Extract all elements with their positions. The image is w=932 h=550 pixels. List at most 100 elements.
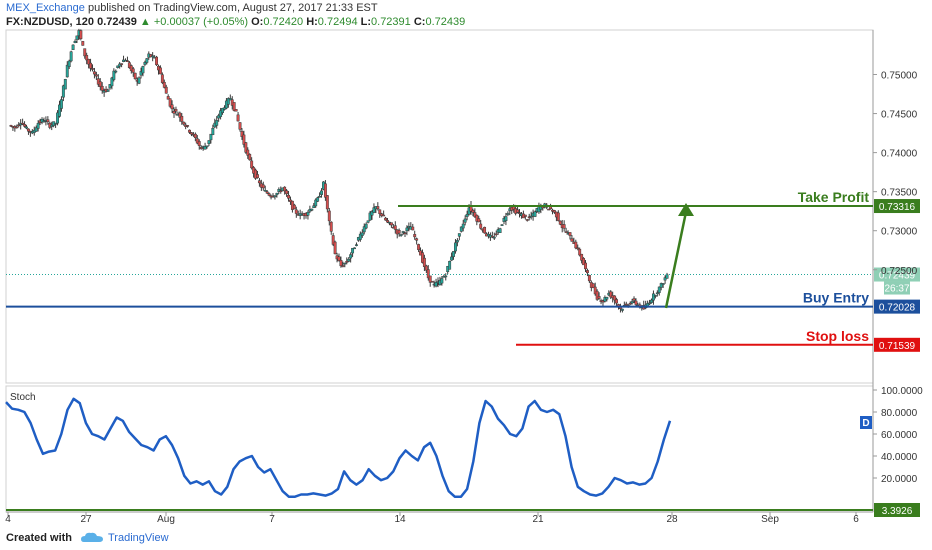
candle-body xyxy=(155,56,158,66)
candle-body xyxy=(244,142,248,153)
candle-body xyxy=(333,241,337,255)
candle-body xyxy=(170,104,174,110)
candle-body xyxy=(659,283,663,288)
candle-body xyxy=(405,227,409,232)
candle-body xyxy=(366,220,370,223)
candle-body xyxy=(9,125,13,127)
candle-body xyxy=(248,154,252,161)
candle-body xyxy=(399,234,403,236)
time-tick-label: 28 xyxy=(666,514,678,525)
candle-body xyxy=(393,225,397,230)
candle-body xyxy=(580,253,584,261)
candle-body xyxy=(139,71,143,76)
candle-body xyxy=(605,296,609,300)
candle-body xyxy=(85,55,89,61)
candle-body xyxy=(67,60,71,67)
candle-body xyxy=(254,169,257,179)
candle-body xyxy=(275,192,279,196)
buy-entry-label: Buy Entry xyxy=(803,290,869,306)
time-tick-label: Sep xyxy=(761,514,779,525)
candle-body xyxy=(36,123,40,129)
candle-body xyxy=(71,44,75,50)
candle-body xyxy=(434,282,438,287)
candle-body xyxy=(651,293,655,301)
candle-body xyxy=(73,41,77,43)
candle-body xyxy=(500,224,504,226)
candle-body xyxy=(106,89,110,92)
candle-body xyxy=(609,291,613,298)
candle-body xyxy=(576,247,580,250)
candle-body xyxy=(23,124,27,127)
price-change: +0.00037 (+0.05%) xyxy=(153,16,249,28)
candle-body xyxy=(663,277,667,281)
candle-body xyxy=(382,214,386,217)
candle-body xyxy=(475,214,479,222)
candle-body xyxy=(665,274,669,279)
candle-body xyxy=(327,210,331,222)
candle-body xyxy=(634,300,638,305)
candle-body xyxy=(267,193,271,196)
created-with-text: Created with xyxy=(6,532,73,544)
candle-body xyxy=(205,145,209,148)
candle-body xyxy=(320,190,323,195)
take-profit-price: 0.73316 xyxy=(879,202,916,213)
price-chart[interactable]: Take Profit 0.73316 Buy Entry 0.72028 Stop l… xyxy=(0,0,932,526)
tradingview-brand[interactable]: TradingView xyxy=(108,532,169,544)
candle-body xyxy=(523,214,527,217)
candle-body xyxy=(141,66,145,74)
take-profit-price-badge xyxy=(874,199,920,214)
candle-body xyxy=(358,233,362,240)
candle-body xyxy=(562,224,566,229)
candle-body xyxy=(428,275,432,283)
candle-body xyxy=(461,223,465,229)
candle-body xyxy=(397,230,401,234)
candle-body xyxy=(94,74,98,77)
candle-body xyxy=(337,256,341,262)
candle-body xyxy=(650,299,653,303)
candle-body xyxy=(465,214,469,217)
candle-body xyxy=(40,119,44,123)
candle-body xyxy=(477,218,481,223)
publisher-link[interactable]: MEX_Exchange xyxy=(6,2,85,14)
candle-body xyxy=(215,120,219,126)
candle-body xyxy=(411,226,415,231)
candle-body xyxy=(553,210,556,213)
candle-body xyxy=(318,195,322,198)
candle-body xyxy=(384,217,388,221)
ohlc-line: FX:NZDUSD, 120 0.72439 ▲ +0.00037 (+0.05… xyxy=(6,15,465,29)
candle-body xyxy=(362,226,366,233)
candle-body xyxy=(529,215,533,218)
stop-loss-label: Stop loss xyxy=(806,328,869,344)
candle-body xyxy=(360,232,364,236)
candle-body xyxy=(143,62,147,65)
last-price-value: 0.72439 xyxy=(879,271,916,282)
stoch-tick-label: 100.0000 xyxy=(881,386,923,397)
close-value: 0.72439 xyxy=(425,16,466,28)
candle-body xyxy=(261,184,265,189)
candle-body xyxy=(584,262,587,270)
candle-body xyxy=(516,209,520,213)
open-value: 0.72420 xyxy=(263,16,304,28)
candle-body xyxy=(257,180,261,184)
candle-body xyxy=(341,265,345,267)
candle-body xyxy=(207,140,211,144)
candle-body xyxy=(211,127,215,135)
candle-body xyxy=(593,286,597,295)
price-tick-label: 0.73500 xyxy=(881,188,918,199)
candle-body xyxy=(648,302,652,305)
candle-body xyxy=(285,190,289,195)
time-tick-label: 27 xyxy=(80,514,92,525)
candle-body xyxy=(448,260,452,270)
candle-body xyxy=(91,68,94,70)
time-tick-label: 6 xyxy=(853,514,859,525)
price-tick-label: 0.74500 xyxy=(881,110,918,121)
candle-body xyxy=(127,62,131,68)
candle-body xyxy=(289,199,292,202)
candle-body xyxy=(87,59,91,65)
published-text: published on TradingView.com, August 27,… xyxy=(87,2,378,14)
candle-body xyxy=(168,98,172,107)
candle-body xyxy=(34,127,38,132)
tradingview-cloud-icon[interactable] xyxy=(80,531,104,545)
last-price-badge xyxy=(874,267,920,282)
candle-body xyxy=(287,194,290,199)
